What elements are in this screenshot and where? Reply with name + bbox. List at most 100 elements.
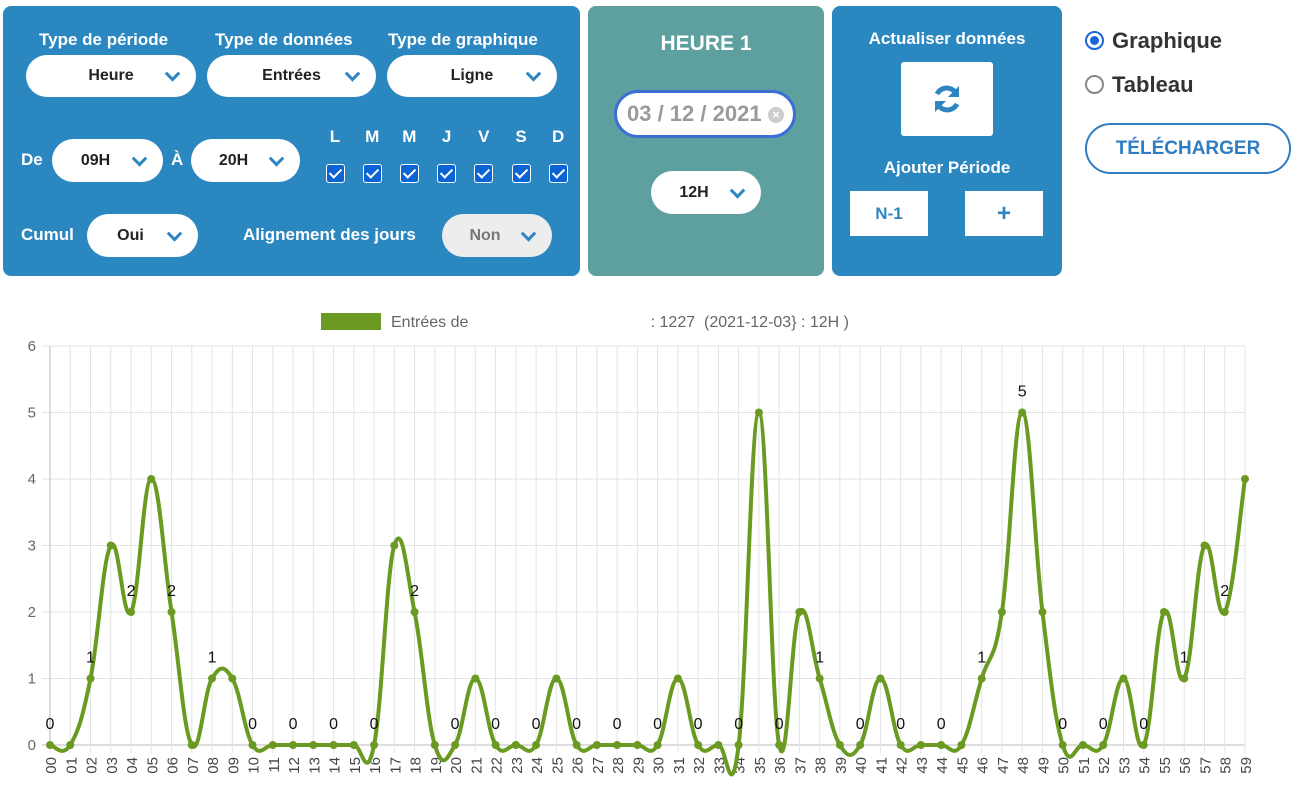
point — [1159, 608, 1168, 616]
point — [694, 741, 703, 749]
point — [997, 608, 1006, 616]
download-button[interactable]: TÉLÉCHARGER — [1085, 123, 1291, 174]
x-tick-label: 31 — [671, 757, 688, 774]
x-tick-label: 18 — [408, 757, 425, 774]
day-checkbox[interactable] — [399, 164, 419, 183]
x-tick-label: 06 — [165, 757, 182, 774]
data-label: 0 — [248, 716, 257, 733]
x-tick-label: 04 — [124, 757, 141, 774]
refresh-button[interactable] — [901, 62, 993, 136]
select-value: Heure — [88, 67, 134, 84]
x-tick-label: 41 — [873, 757, 890, 774]
x-tick-label: 02 — [84, 757, 101, 774]
x-tick-label: 23 — [509, 757, 526, 774]
select-value: 12H — [679, 183, 709, 201]
data-label: 0 — [491, 716, 500, 733]
select[interactable]: Ligne — [387, 55, 557, 97]
point — [1058, 741, 1067, 749]
point — [167, 608, 176, 616]
filter-panel: Type de période Type de données Type de … — [3, 6, 580, 276]
select[interactable]: Non — [442, 214, 552, 257]
point — [876, 674, 885, 683]
x-tick-label: 46 — [975, 757, 992, 774]
date-value: 03 / 12 / 2021 — [627, 101, 762, 126]
legend-swatch — [321, 313, 381, 330]
day-label: L — [329, 127, 341, 146]
point — [896, 741, 905, 749]
y-tick-label: 0 — [28, 737, 36, 754]
x-tick-label: 25 — [549, 757, 566, 774]
point — [633, 741, 642, 749]
day-label: J — [441, 127, 452, 146]
point — [1099, 741, 1108, 749]
data-label: 0 — [1139, 716, 1148, 733]
select[interactable]: 12H — [651, 171, 761, 214]
label: À — [171, 150, 184, 169]
x-tick-label: 16 — [367, 757, 384, 774]
data-label: 1 — [86, 650, 95, 667]
point — [552, 674, 561, 683]
x-tick-label: 44 — [934, 757, 951, 774]
y-tick-label: 5 — [28, 405, 36, 422]
point — [86, 674, 95, 683]
radio-label[interactable]: Graphique — [1112, 28, 1223, 53]
select[interactable]: Heure — [26, 55, 196, 97]
day-checkbox[interactable] — [511, 164, 531, 183]
select[interactable]: 20H — [191, 139, 300, 182]
y-tick-label: 4 — [28, 471, 36, 488]
select[interactable]: Oui — [87, 214, 198, 257]
select[interactable]: Entrées — [207, 55, 376, 97]
day-checkbox[interactable] — [548, 164, 568, 183]
point — [248, 741, 257, 749]
label: De — [21, 150, 43, 169]
select-value: Non — [469, 226, 501, 244]
x-tick-label: 27 — [590, 757, 607, 774]
x-tick-label: 47 — [995, 757, 1012, 774]
radio-label[interactable]: Tableau — [1112, 72, 1194, 97]
point — [329, 741, 338, 749]
point — [309, 741, 318, 749]
x-tick-label: 38 — [813, 757, 830, 774]
x-tick-label: 32 — [691, 757, 708, 774]
point — [451, 741, 460, 749]
day-checkbox[interactable] — [474, 164, 494, 183]
add-button[interactable]: + — [965, 191, 1043, 236]
day-checkbox[interactable] — [437, 164, 457, 183]
date-input[interactable]: 03 / 12 / 2021 × — [614, 90, 796, 138]
y-tick-label: 6 — [28, 338, 36, 355]
radio[interactable] — [1085, 75, 1104, 94]
x-tick-label: 17 — [387, 757, 404, 774]
day-label: D — [552, 127, 565, 146]
x-tick-label: 10 — [246, 757, 263, 774]
point — [430, 741, 439, 749]
previous-button[interactable]: N-1 — [850, 191, 928, 236]
x-tick-label: 42 — [894, 757, 911, 774]
point — [208, 674, 217, 683]
point — [471, 674, 480, 683]
select[interactable]: 09H — [52, 139, 163, 182]
point — [916, 741, 925, 749]
point — [1018, 408, 1027, 417]
point — [977, 674, 986, 683]
data-label: 0 — [775, 716, 784, 733]
x-tick-label: 49 — [1035, 757, 1052, 774]
x-tick-label: 30 — [651, 757, 668, 774]
x-tick-label: 56 — [1177, 757, 1194, 774]
select-value: 09H — [80, 151, 111, 169]
x-tick-label: 20 — [448, 757, 465, 774]
select-value: Oui — [117, 226, 144, 244]
clear-icon[interactable]: × — [768, 107, 784, 123]
point — [613, 741, 622, 749]
day-checkbox[interactable] — [325, 164, 345, 183]
radio-checked[interactable] — [1085, 31, 1104, 50]
point — [653, 741, 662, 749]
point — [937, 741, 946, 749]
day-checkbox[interactable] — [362, 164, 382, 183]
x-tick-label: 28 — [610, 757, 627, 774]
day-label: S — [515, 127, 527, 146]
x-tick-label: 05 — [144, 757, 161, 774]
x-tick-label: 26 — [570, 757, 587, 774]
select-value: 20H — [218, 151, 249, 169]
label: Alignement des jours — [243, 225, 416, 244]
